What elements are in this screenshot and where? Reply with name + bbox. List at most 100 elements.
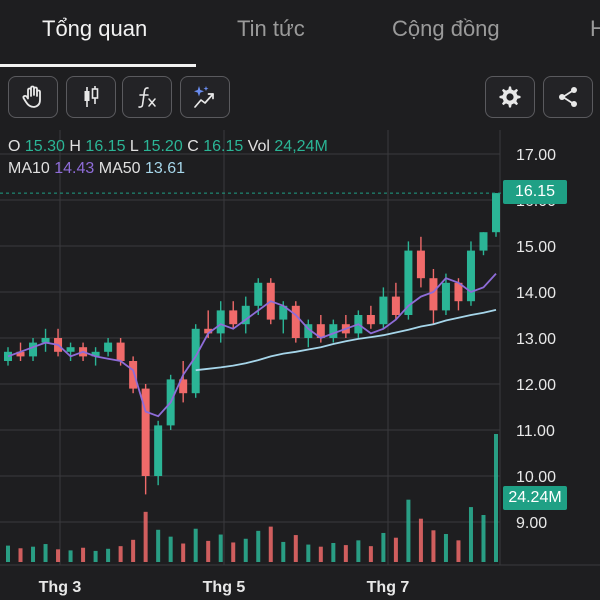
chart-type-button[interactable]: [66, 76, 116, 118]
volume-bar: [218, 534, 223, 562]
volume-bar: [231, 542, 236, 562]
candle-body: [366, 315, 375, 325]
ai-analysis-button[interactable]: [180, 76, 230, 118]
candle-body: [141, 388, 150, 476]
candle-body: [441, 282, 450, 311]
close-label: C: [187, 138, 199, 155]
candle-body: [379, 296, 388, 325]
volume-bar: [168, 536, 173, 562]
candle-body: [454, 282, 463, 302]
volume-bar: [393, 537, 398, 562]
volume-bar: [306, 544, 311, 562]
volume-bar: [268, 526, 273, 562]
share-icon: [559, 87, 577, 107]
volume-bar: [443, 534, 448, 562]
x-tick-label: Thg 5: [203, 579, 246, 596]
volume-bar: [494, 434, 498, 562]
y-tick-label: 13.00: [516, 331, 556, 348]
volume-bar: [256, 530, 261, 562]
last-volume-badge: 24.24M: [503, 486, 567, 510]
volume-bar: [206, 540, 211, 562]
low-label: L: [129, 138, 139, 155]
candlestick-icon: [84, 86, 99, 107]
y-tick-label: 15.00: [516, 239, 556, 256]
tab-cong-dong[interactable]: Cộng đồng: [392, 16, 500, 41]
indicators-button[interactable]: [122, 76, 172, 118]
candle-body: [41, 338, 50, 343]
candle-body: [279, 305, 288, 320]
volume-value: 24,24M: [274, 138, 328, 155]
candle-body: [179, 379, 188, 394]
open-value: 15.30: [24, 138, 65, 155]
y-tick-label: 11.00: [516, 423, 555, 440]
low-value: 15.20: [142, 138, 183, 155]
last-price-badge: 16.15: [503, 180, 567, 204]
volume-bar: [293, 535, 298, 562]
y-tick-label: 9.00: [516, 515, 547, 532]
close-value: 16.15: [203, 138, 244, 155]
candle-body: [116, 342, 125, 361]
volume-bar: [243, 538, 248, 562]
y-tick-label: 12.00: [516, 377, 556, 394]
gear-icon: [499, 86, 521, 108]
volume-bar: [31, 546, 36, 562]
settings-button[interactable]: [485, 76, 535, 118]
volume-bar: [93, 550, 98, 562]
volume-bar: [431, 530, 436, 562]
candle-body: [254, 282, 263, 306]
candle-body: [229, 310, 238, 325]
candle-body: [241, 305, 250, 325]
ma50-line: [195, 309, 497, 372]
tab-overflow[interactable]: H: [590, 16, 600, 41]
candle-body: [429, 278, 438, 311]
candle-body: [329, 324, 338, 338]
volume-bar: [381, 532, 386, 562]
candle-body: [291, 305, 300, 338]
volume-bar: [56, 549, 61, 562]
volume-label: Vol: [247, 138, 270, 155]
candle-body: [479, 232, 488, 251]
candle-body: [91, 351, 100, 357]
volume-bar: [193, 528, 198, 562]
candle-body: [66, 347, 75, 352]
volume-bar: [106, 548, 111, 562]
candle-body: [391, 296, 400, 315]
tab-bar: Tổng quan Tin tức Cộng đồng H: [0, 0, 600, 68]
hand-pointer-icon: [22, 85, 41, 108]
candle-body: [29, 342, 38, 357]
high-label: H: [69, 138, 81, 155]
candle-body: [466, 250, 475, 302]
volume-bar: [318, 546, 323, 562]
tab-tong-quan[interactable]: Tổng quan: [42, 16, 148, 41]
candle-body: [416, 250, 425, 279]
sparkle-trend-icon: [194, 86, 214, 108]
volume-bar: [468, 507, 473, 562]
volume-bar: [356, 540, 361, 562]
candle-body: [304, 324, 313, 338]
candle-body: [104, 342, 113, 352]
share-button[interactable]: [543, 76, 593, 118]
draw-tool-button[interactable]: [8, 76, 58, 118]
function-fx-icon: [138, 87, 156, 108]
candle-body: [154, 425, 163, 476]
volume-bar: [156, 529, 161, 562]
open-label: O: [8, 138, 21, 155]
volume-bar: [406, 499, 411, 562]
x-tick-label: Thg 7: [367, 579, 410, 596]
volume-bar: [281, 541, 286, 562]
tab-tin-tuc[interactable]: Tin tức: [237, 16, 305, 41]
volume-bar: [43, 544, 48, 562]
ma10-label: MA10: [8, 160, 50, 177]
candle-body: [191, 328, 200, 394]
candle-body: [404, 250, 413, 315]
candle-body: [316, 324, 325, 338]
ma10-line: [7, 272, 497, 418]
volume-bar: [143, 511, 148, 562]
ma10-value: 14.43: [54, 160, 95, 177]
candle-body: [16, 351, 25, 357]
candle-body: [129, 361, 138, 389]
volume-bar: [131, 539, 136, 562]
x-tick-label: Thg 3: [39, 579, 82, 596]
y-tick-label: 17.00: [516, 147, 556, 164]
volume-bar: [418, 518, 423, 562]
